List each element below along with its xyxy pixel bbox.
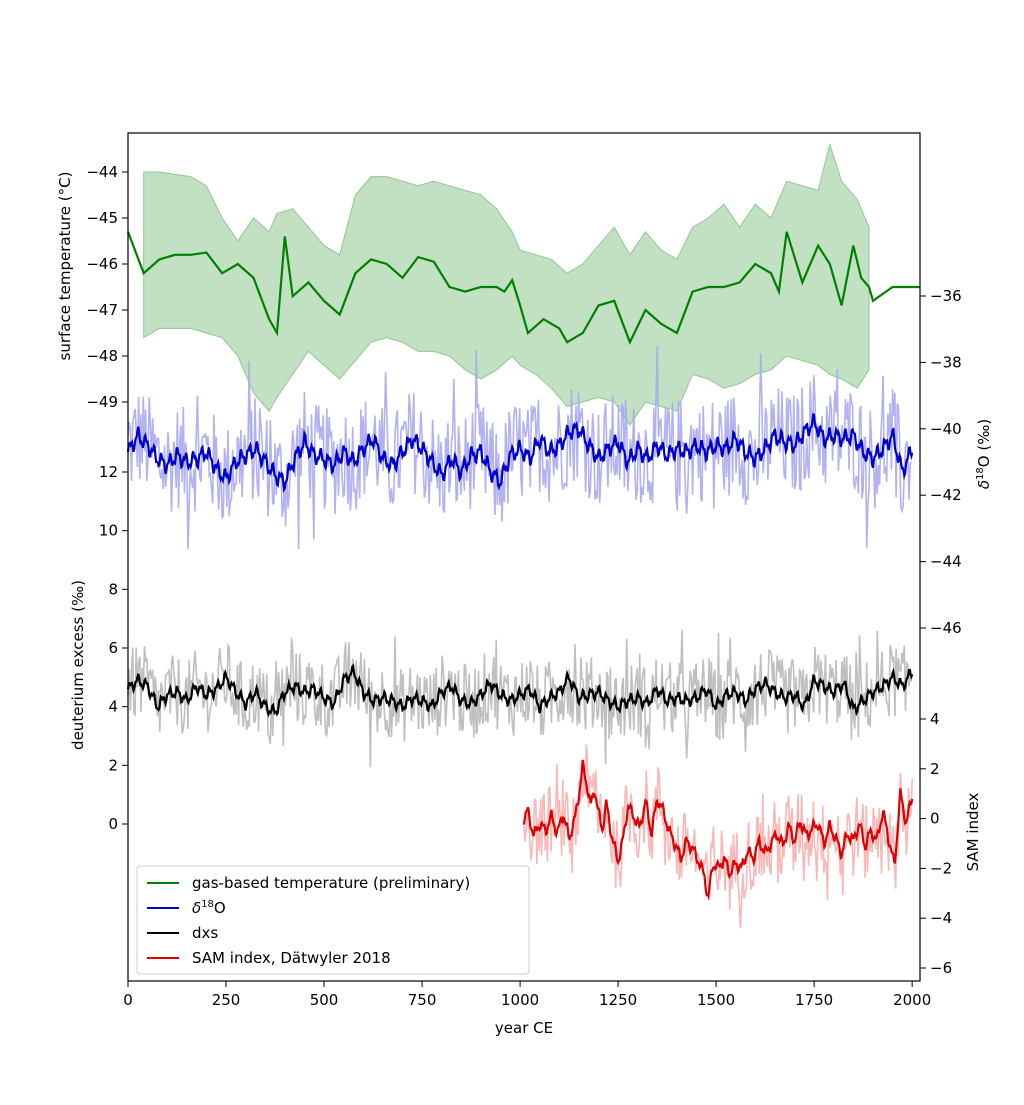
dxs-tick-label: 0 [108, 815, 118, 833]
smoothed-series-layer [126, 231, 920, 900]
legend-entry-sam: SAM index, Dätwyler 2018 [147, 949, 391, 967]
series-raw-d18o [127, 345, 913, 550]
d18o-tick-label: −44 [930, 553, 962, 571]
x-tick-label: 0 [123, 991, 133, 1009]
legend: gas-based temperature (preliminary) δ18O… [136, 865, 530, 975]
temperature-tick-label: −48 [86, 347, 118, 365]
dxs-tick-label: 4 [108, 698, 118, 716]
legend-text-d18o-prefix: δ [192, 899, 201, 917]
legend-entry-d18o: δ18O [147, 899, 226, 917]
x-axis-label: year CE [495, 1019, 553, 1037]
temperature-tick-label: −49 [86, 393, 118, 411]
x-tick-label: 1750 [795, 991, 833, 1009]
dxs-tick-label: 6 [108, 639, 118, 657]
d18o-axis-label-suffix: O (‰) [975, 419, 993, 467]
dxs-tick-label: 2 [108, 756, 118, 774]
sam-tick-label: −2 [930, 859, 952, 877]
temperature-tick-label: −46 [86, 255, 118, 273]
legend-box [136, 865, 530, 975]
sam-tick-label: 2 [930, 760, 940, 778]
d18o-axis-label-sup: 18 [975, 467, 986, 480]
x-tick-label: 1250 [599, 991, 637, 1009]
temperature-uncertainty-band-layer [143, 142, 870, 426]
axes-layer: 0 250 500 750 1000 1250 1500 1750 2000−44−45−46−… [86, 163, 961, 1009]
x-tick-label: 1500 [697, 991, 735, 1009]
legend-entry-dxs: dxs [147, 924, 218, 942]
series-line-dxs [126, 663, 914, 718]
plot-frame [127, 132, 921, 982]
temperature-uncertainty-band [143, 142, 870, 426]
deuterium-excess-axis-label: deuterium excess (‰) [69, 580, 87, 750]
series-line-temperature [126, 231, 920, 345]
dxs-tick-label: 8 [108, 580, 118, 598]
temperature-tick-label: −45 [86, 209, 118, 227]
x-tick-label: 500 [310, 991, 339, 1009]
x-tick-label: 1000 [501, 991, 539, 1009]
series-line-sam [522, 759, 914, 900]
series-raw-sam [523, 744, 913, 929]
sam-tick-label: 0 [930, 810, 940, 828]
d18o-axis-label-prefix: δ [975, 480, 993, 489]
surface-temperature-axis-label: surface temperature (°C) [56, 172, 74, 361]
legend-text-temperature: gas-based temperature (preliminary) [192, 874, 470, 892]
temperature-tick-label: −44 [86, 163, 118, 181]
sam-tick-label: −4 [930, 909, 952, 927]
legend-text-dxs: dxs [192, 924, 218, 942]
legend-text-d18o-sup: 18 [201, 899, 214, 910]
legend-entry-temperature: gas-based temperature (preliminary) [147, 874, 470, 892]
legend-text-sam: SAM index, Dätwyler 2018 [192, 949, 391, 967]
d18o-tick-label: −40 [930, 420, 962, 438]
dxs-tick-label: 10 [99, 522, 118, 540]
sam-tick-label: −6 [930, 959, 952, 977]
temperature-tick-label: −47 [86, 301, 118, 319]
x-tick-label: 2000 [893, 991, 931, 1009]
x-tick-label: 250 [212, 991, 241, 1009]
d18o-tick-label: −46 [930, 619, 962, 637]
x-tick-label: 750 [408, 991, 437, 1009]
legend-text-d18o: δ18O [192, 899, 226, 917]
d18o-tick-label: −42 [930, 486, 962, 504]
d18o-axis-label: δ18O (‰) [975, 419, 993, 489]
dxs-tick-label: 12 [99, 463, 118, 481]
d18o-tick-label: −36 [930, 287, 962, 305]
sam-tick-label: 4 [930, 710, 940, 728]
legend-text-d18o-suffix: O [214, 899, 226, 917]
d18o-tick-label: −38 [930, 353, 962, 371]
sam-index-axis-label: SAM index [964, 792, 982, 871]
series-line-d18o [126, 413, 914, 494]
